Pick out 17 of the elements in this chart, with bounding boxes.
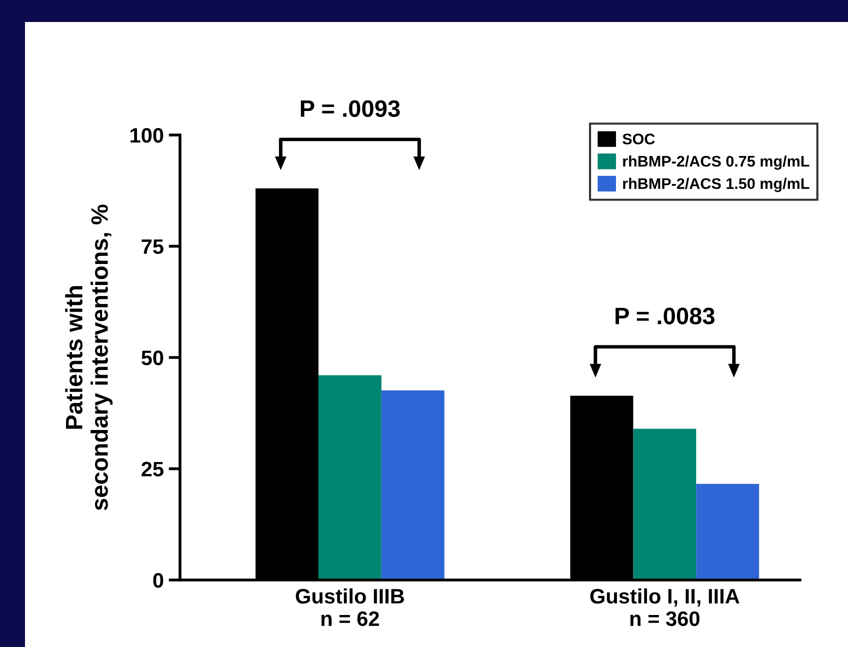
annotation: P = .0083: [616, 308, 714, 324]
legend-label: rhBMP-2/ACS 1.50 mg/mL: [623, 178, 810, 192]
y-tick-label: 0: [153, 573, 164, 588]
y-tick-label: 100: [130, 128, 164, 143]
x-tick-label: Gustilo I, II, IIIA n = 360: [590, 588, 740, 626]
bar: [381, 390, 444, 580]
y-tick-label: 25: [142, 462, 164, 477]
y-tick-label: 75: [142, 239, 164, 254]
y-axis-title: Patients with secondary interventions, %: [65, 204, 113, 510]
bar: [696, 484, 760, 580]
x-tick-label: Gustilo IIIB n = 62: [296, 588, 404, 626]
legend-label: rhBMP-2/ACS 0.75 mg/mL: [623, 155, 810, 170]
y-tick-label: 50: [142, 350, 164, 366]
bar: [633, 428, 696, 580]
text: P = .0093: [300, 100, 400, 118]
legend-label: SOC: [622, 134, 655, 144]
bar: [318, 375, 382, 580]
